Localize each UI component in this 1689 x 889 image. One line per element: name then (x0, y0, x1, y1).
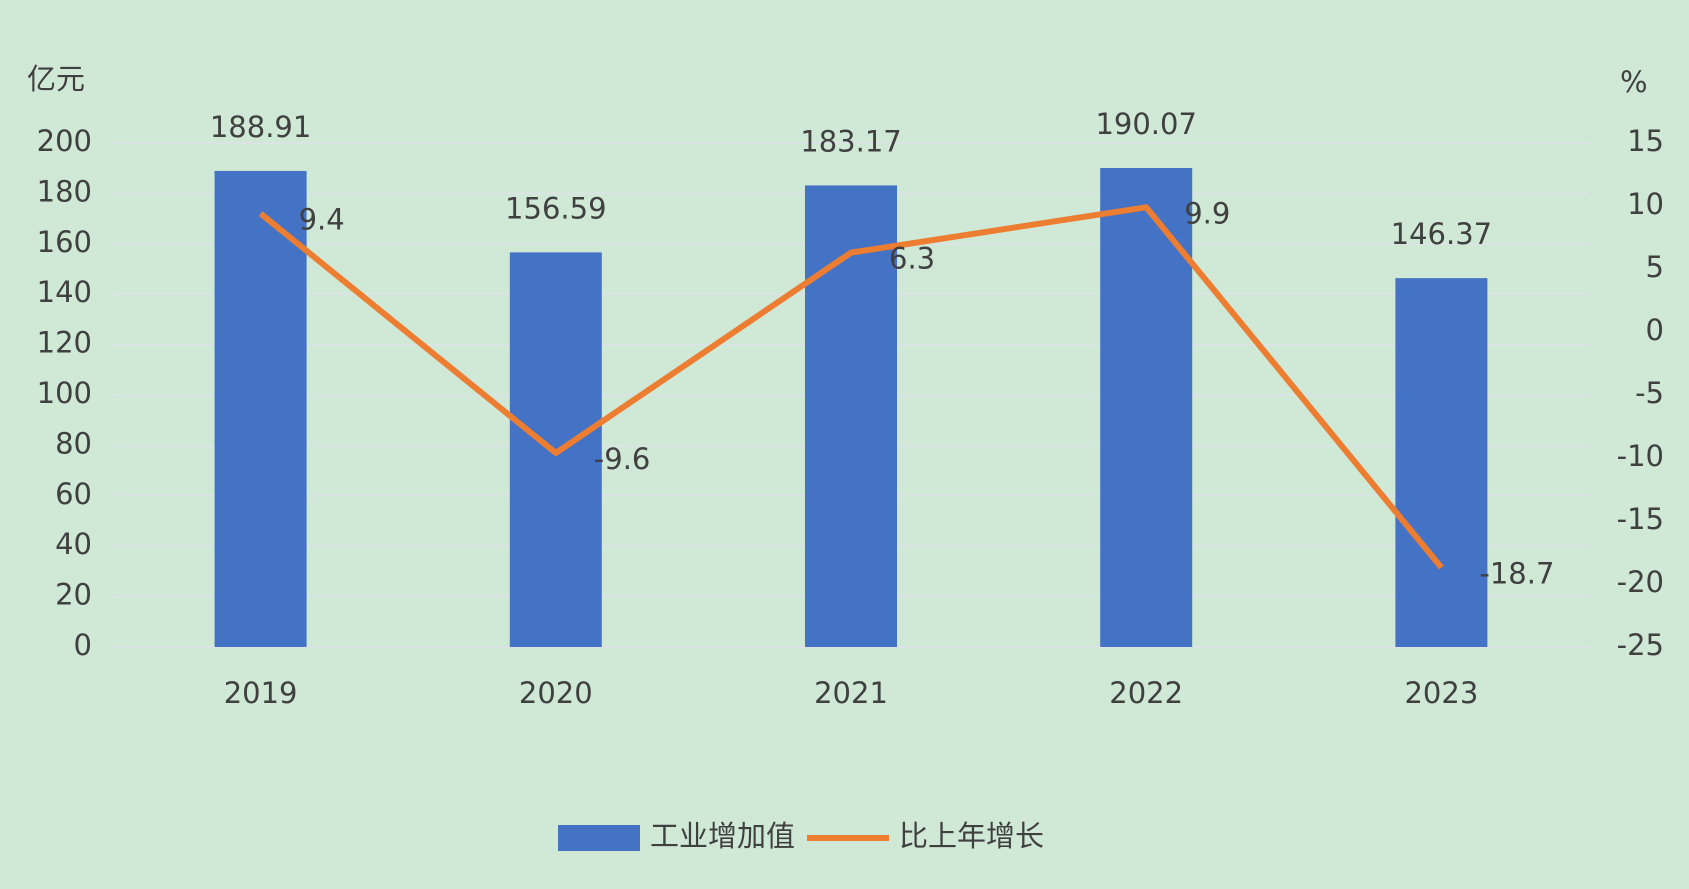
legend-label: 工业增加值 (650, 819, 795, 853)
bar (1100, 168, 1193, 647)
data-label: 9.9 (1184, 196, 1230, 230)
y-tick-label: 140 (37, 275, 92, 309)
y-axis-label: 亿元 (27, 62, 85, 96)
y2-tick-label: 0 (1646, 313, 1664, 347)
data-label: 190.07 (1095, 107, 1196, 141)
y2-tick-label: -20 (1617, 565, 1664, 599)
x-tick-label: 2021 (814, 676, 888, 710)
y-tick-label: 100 (37, 376, 92, 410)
y2-tick-label: -15 (1617, 502, 1664, 536)
data-label: 6.3 (889, 242, 935, 276)
bar (214, 170, 307, 648)
y-tick-label: 20 (55, 578, 92, 612)
y2-tick-label: -25 (1617, 628, 1664, 662)
bar (1395, 278, 1488, 647)
data-label: 9.4 (299, 203, 345, 237)
data-label: 156.59 (505, 191, 606, 225)
y2-tick-label: 15 (1627, 124, 1664, 158)
y2-axis-label: % (1620, 65, 1648, 99)
legend-swatch (558, 825, 640, 851)
y-tick-label: 160 (37, 225, 92, 259)
y-tick-label: 40 (55, 527, 92, 561)
bar (805, 185, 897, 647)
x-tick-label: 2019 (224, 676, 298, 710)
data-label: 188.91 (210, 110, 311, 144)
y-tick-label: 180 (37, 174, 92, 208)
legend-label: 比上年增长 (899, 819, 1044, 853)
data-label: -18.7 (1479, 557, 1554, 591)
y2-tick-label: 10 (1627, 187, 1664, 221)
y2-tick-label: 5 (1646, 250, 1664, 284)
y-tick-label: 60 (55, 477, 92, 511)
data-label: -9.6 (594, 442, 651, 476)
y-tick-label: 120 (37, 326, 92, 360)
y-tick-label: 200 (37, 124, 92, 158)
line (258, 204, 1444, 570)
data-label: 183.17 (800, 124, 901, 158)
y-tick-label: 80 (55, 426, 92, 460)
y-tick-label: 0 (74, 628, 92, 662)
x-tick-label: 2022 (1109, 676, 1183, 710)
y2-tick-label: -10 (1617, 439, 1664, 473)
data-label: 146.37 (1391, 217, 1492, 251)
x-tick-label: 2023 (1404, 676, 1478, 710)
y2-tick-label: -5 (1635, 376, 1664, 410)
x-tick-label: 2020 (519, 676, 593, 710)
